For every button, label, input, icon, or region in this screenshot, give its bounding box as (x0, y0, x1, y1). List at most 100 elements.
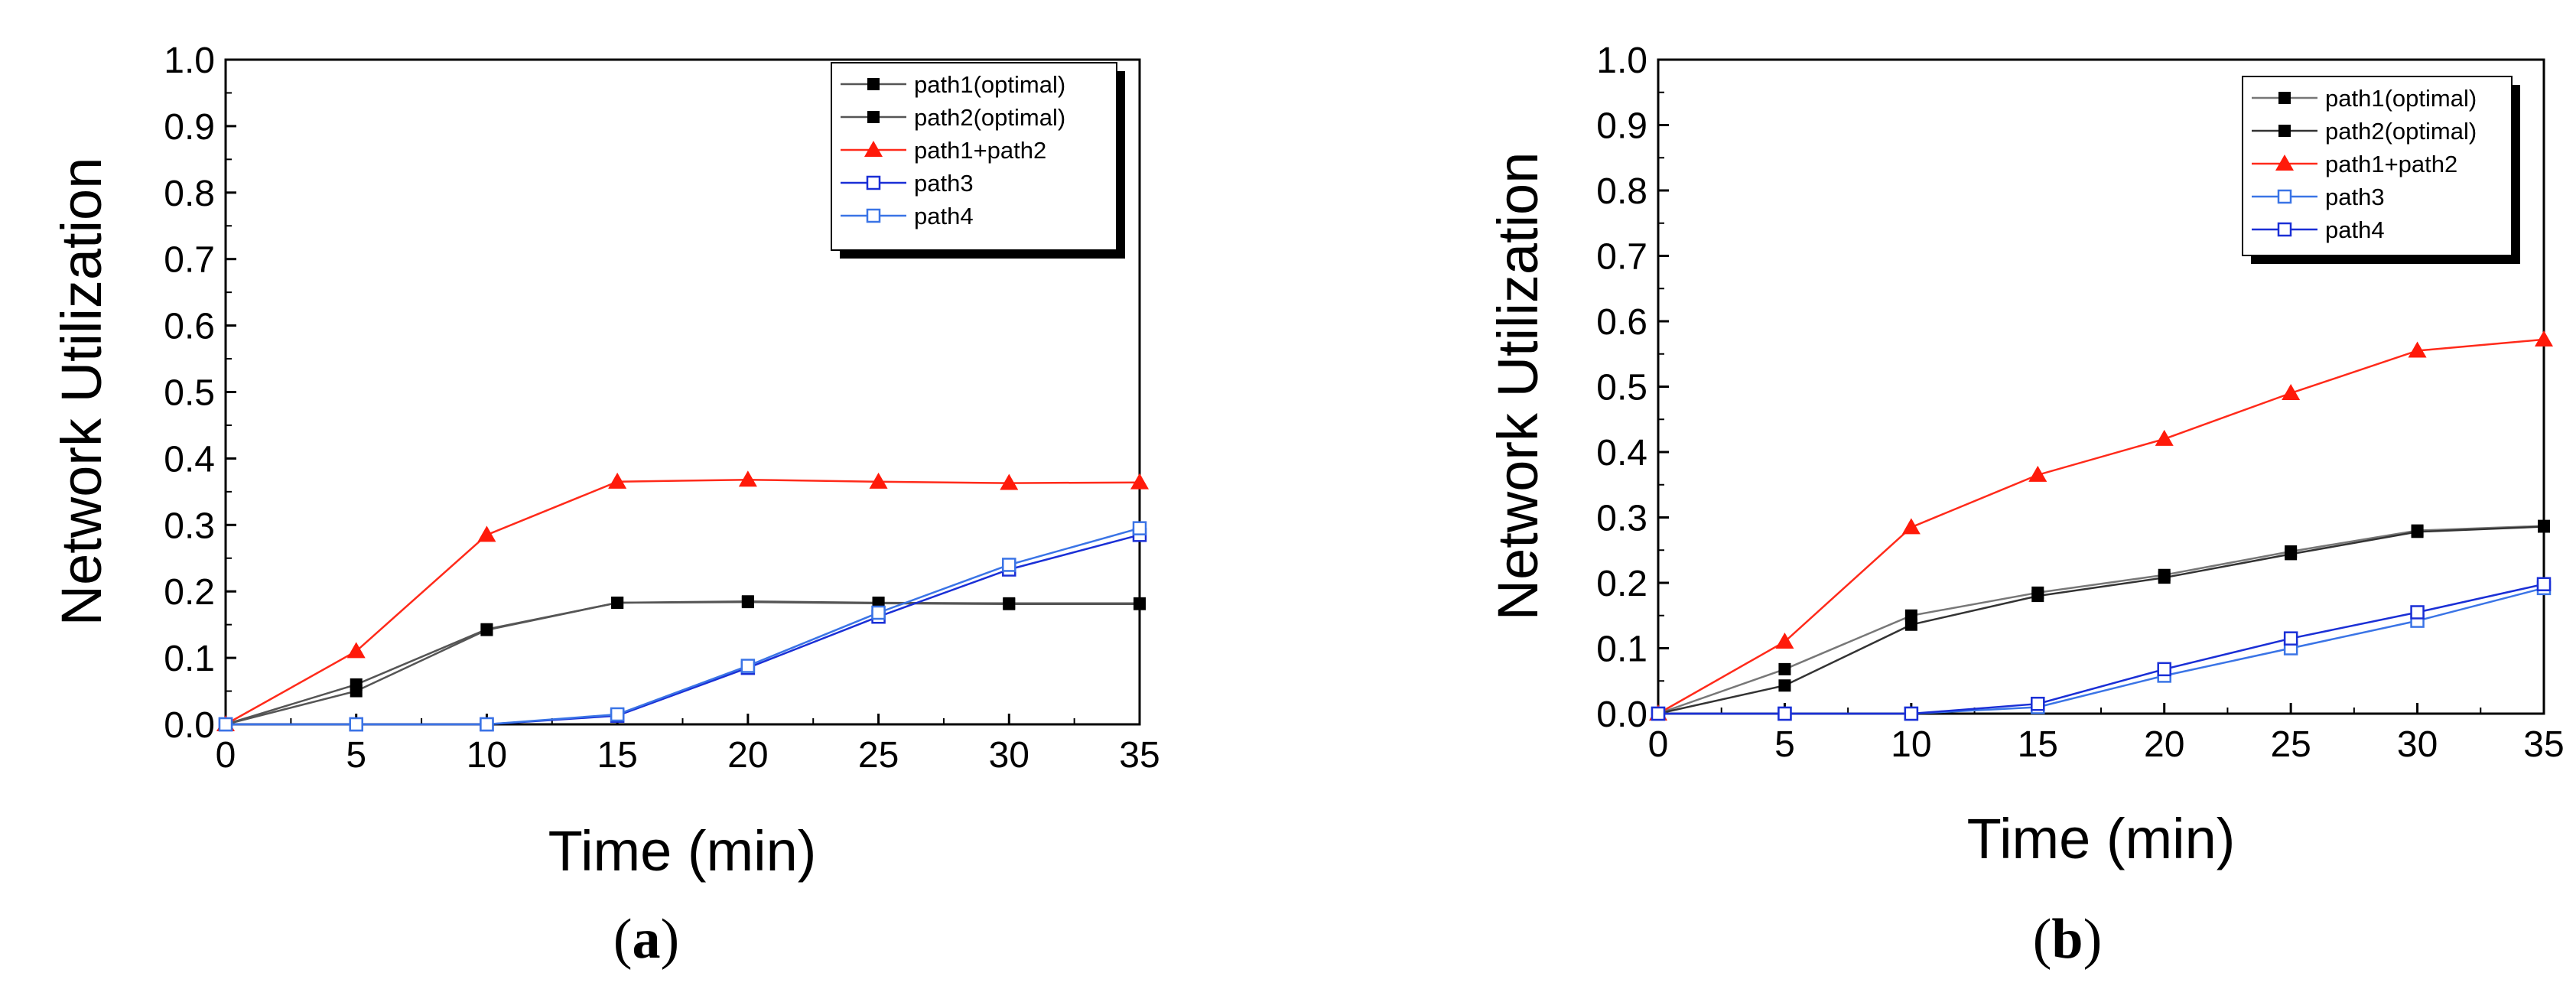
series-line-path2-optimal (225, 600, 1140, 726)
data-point-path1-path2 (2282, 384, 2301, 401)
x-tick-label: 0 (1648, 724, 1669, 765)
data-point-path1-path2 (738, 470, 757, 487)
legend-label-path4: path4 (2325, 216, 2385, 243)
data-point-path1-path2 (2028, 465, 2047, 482)
data-point-path2-optimal (1778, 679, 1791, 692)
legend-label-path3: path3 (914, 170, 974, 197)
legend-label-path1-path2: path1+path2 (2325, 151, 2457, 177)
data-point-path1-path2 (1775, 632, 1794, 649)
series-line-path4 (226, 527, 1140, 726)
y-tick-label: 0.6 (1596, 302, 1647, 343)
x-tick-label: 30 (2397, 724, 2438, 765)
x-tick-label: 30 (989, 735, 1029, 776)
y-axis-ticks: 0.0 0.1 0.2 0.3 0.4 0.5 0.6 0.7 0.8 0.9 1.0 (164, 41, 236, 746)
data-point-path4 (349, 717, 363, 732)
data-point-path2-optimal (1003, 597, 1016, 610)
legend-marker-path3 (2277, 189, 2292, 204)
legend: path1(optimal) path2(optimal) path1+path2 p… (831, 62, 1125, 259)
y-tick-label: 0.3 (164, 506, 215, 546)
data-point-path4 (2157, 662, 2171, 677)
legend-marker-path1-optimal (2278, 92, 2291, 104)
data-point-path2-optimal (350, 685, 363, 698)
y-tick-label: 0.9 (164, 107, 215, 148)
legend-label-path3: path3 (2325, 184, 2385, 210)
y-tick-label: 0.7 (1596, 237, 1647, 278)
data-point-path4 (871, 605, 886, 620)
data-point-path2-optimal (741, 596, 754, 609)
panel-caption-a: (a) (613, 908, 679, 971)
data-point-path1-path2 (346, 642, 366, 659)
legend-label-path2-optimal: path2(optimal) (914, 104, 1065, 131)
y-tick-label: 1.0 (164, 41, 215, 81)
y-tick-label: 0.6 (164, 307, 215, 347)
data-point-path2-optimal (2538, 520, 2550, 533)
legend-marker-path1-path2 (864, 141, 883, 157)
y-axis-ticks: 0.0 0.1 0.2 0.3 0.4 0.5 0.6 0.7 0.8 0.9 1.0 (1596, 41, 1669, 735)
series-line-path1-path2 (1657, 338, 2545, 715)
legend-marker-path1-optimal (867, 78, 880, 90)
data-point-path4 (2031, 696, 2045, 711)
x-tick-label: 25 (2270, 724, 2311, 765)
legend-label-path4: path4 (914, 203, 974, 229)
y-axis-label: Network Utilization (1486, 152, 1550, 621)
data-point-path4 (740, 659, 756, 673)
x-tick-label: 15 (2018, 724, 2058, 765)
y-tick-label: 0.8 (164, 174, 215, 214)
y-tick-label: 0.8 (1596, 171, 1647, 212)
series-group (1649, 330, 2553, 721)
data-point-path2-optimal (611, 596, 624, 609)
y-axis-label: Network Utilization (50, 158, 113, 626)
y-tick-label: 0.4 (1596, 433, 1647, 473)
y-tick-label: 0.0 (1596, 695, 1647, 735)
data-point-path1-path2 (1130, 473, 1149, 490)
data-point-path1-path2 (2535, 330, 2553, 346)
data-point-path4 (2536, 577, 2552, 591)
data-point-path4 (2410, 605, 2425, 620)
panel-caption-b: (b) (2033, 908, 2102, 971)
x-tick-label: 15 (597, 735, 637, 776)
data-point-path1-path2 (477, 525, 496, 542)
data-point-path4 (1002, 558, 1016, 572)
series-line-path4 (1658, 583, 2545, 715)
x-tick-label: 35 (1119, 735, 1160, 776)
x-axis-label: Time (min) (1967, 807, 2236, 870)
data-point-path1-optimal (1778, 662, 1791, 675)
data-point-path4 (1904, 706, 1919, 721)
data-point-path2-optimal (2285, 548, 2298, 561)
data-point-path4 (480, 717, 494, 732)
x-tick-label: 25 (858, 735, 899, 776)
chart-panel-a: 0.0 0.1 0.2 0.3 0.4 0.5 0.6 0.7 0.8 0.9 1.0 0 5 10 15… (50, 41, 1160, 971)
series-group (216, 470, 1149, 732)
legend-marker-path3 (866, 175, 881, 190)
legend-marker-path4 (866, 208, 881, 223)
legend-label-path1-optimal: path1(optimal) (914, 71, 1065, 98)
legend-marker-path2-optimal (2278, 125, 2291, 137)
x-tick-label: 20 (727, 735, 768, 776)
y-tick-label: 0.2 (164, 572, 215, 613)
x-tick-label: 5 (346, 735, 366, 776)
x-axis-ticks: 0 5 10 15 20 25 30 35 (1648, 703, 2565, 765)
legend-marker-path4 (2277, 222, 2292, 237)
legend: path1(optimal) path2(optimal) path1+path2 p… (2242, 76, 2520, 264)
legend-marker-path1-path2 (2275, 155, 2294, 171)
series-line-path2-optimal (1657, 525, 2545, 715)
legend-label-path1-path2: path1+path2 (914, 137, 1046, 164)
y-tick-label: 0.9 (1596, 106, 1647, 147)
data-point-path1-path2 (869, 472, 888, 489)
data-point-path1-path2 (1901, 518, 1921, 535)
y-tick-label: 0.2 (1596, 564, 1647, 604)
series-line-path1-optimal (225, 600, 1140, 726)
data-point-path1-path2 (608, 472, 627, 489)
x-tick-label: 10 (467, 735, 507, 776)
data-point-path2-optimal (2158, 571, 2171, 584)
series-line-path1-path2 (225, 478, 1140, 726)
legend-label-path2-optimal: path2(optimal) (2325, 118, 2477, 145)
data-point-path1-path2 (2408, 341, 2427, 358)
data-point-path4 (1651, 706, 1666, 721)
x-tick-label: 5 (1774, 724, 1795, 765)
data-point-path4 (218, 717, 233, 732)
data-point-path2-optimal (2411, 525, 2424, 538)
y-tick-label: 0.0 (164, 705, 215, 746)
